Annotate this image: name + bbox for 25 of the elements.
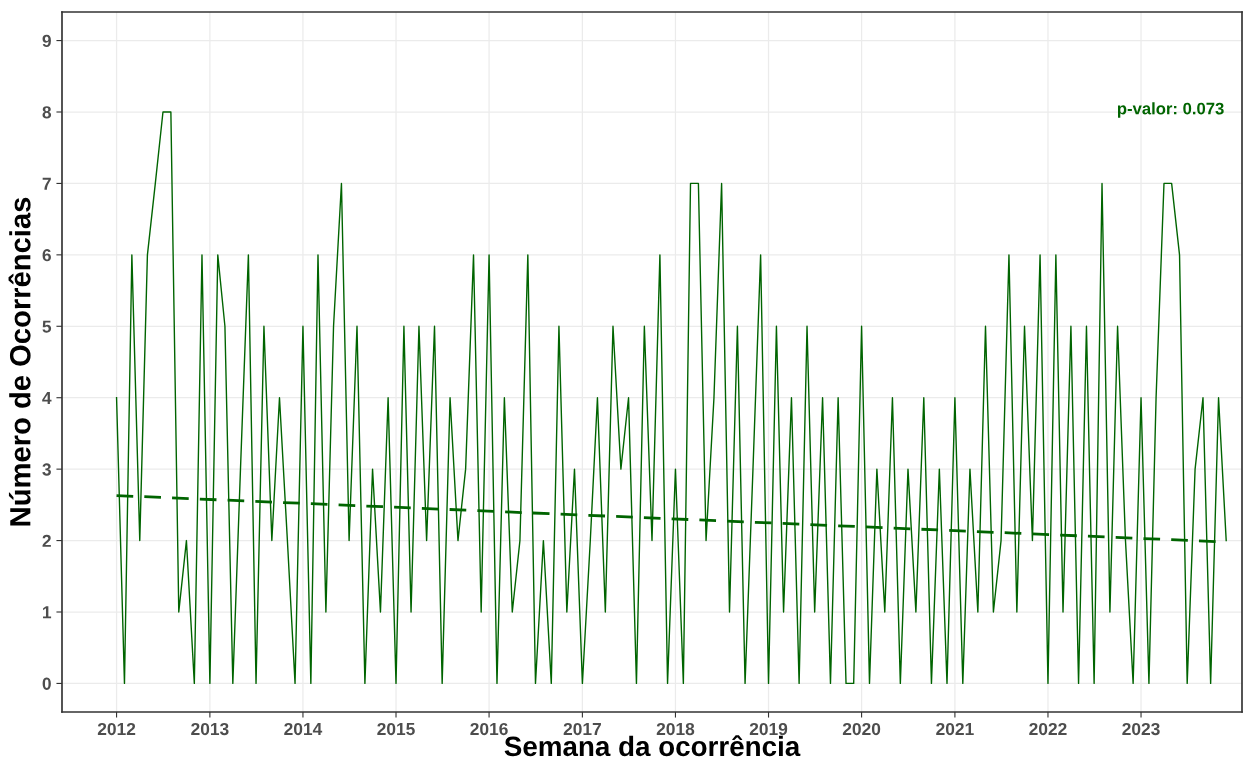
x-tick-label: 2016 [470,722,508,736]
y-tick-label: 1 [43,606,52,619]
x-tick-label: 2021 [936,722,974,736]
x-tick-label: 2014 [284,722,323,736]
x-tick-label: 2012 [97,722,136,736]
x-tick-label: 2013 [191,722,229,736]
x-tick-label: 2017 [563,722,601,736]
x-tick-label: 2022 [1029,722,1067,736]
x-tick-label: 2019 [749,722,788,736]
y-tick-label: 0 [42,677,51,690]
y-tick-label: 7 [42,177,51,190]
x-tick-label: 2020 [842,722,881,736]
x-axis-title: Semana da ocorrência [504,735,801,757]
y-axis-title: Número de Ocorrências [8,197,31,526]
y-tick-label: 6 [42,249,51,262]
annotation: p-valor: 0.073 [1117,102,1224,118]
y-tick-label: 2 [42,534,51,547]
y-tick-label: 9 [42,34,51,48]
x-tick-label: 2015 [377,722,415,736]
y-tick-label: 4 [42,392,52,404]
y-tick-label: 8 [42,106,52,119]
x-tick-label: 2018 [656,722,695,736]
x-tick-label: 2023 [1122,722,1160,736]
y-tick-label: 5 [42,320,52,333]
y-tick-label: 3 [42,463,51,476]
